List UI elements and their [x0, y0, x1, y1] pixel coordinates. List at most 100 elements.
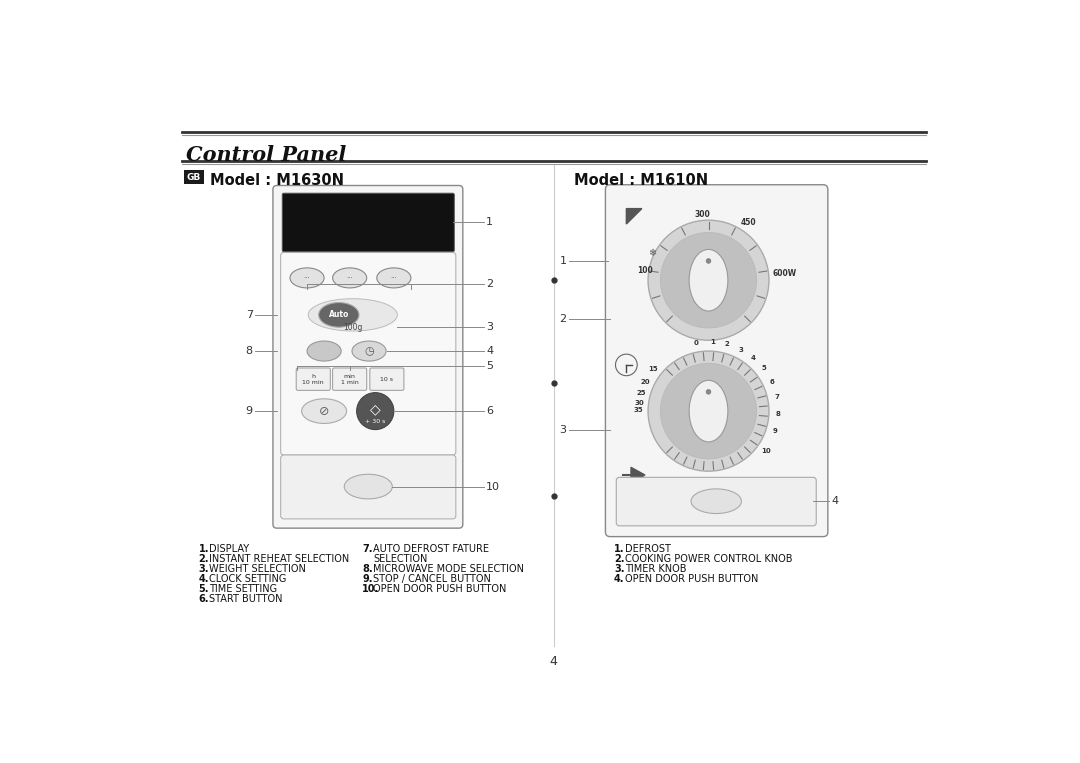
FancyBboxPatch shape [184, 170, 204, 184]
Text: 8.: 8. [362, 565, 373, 575]
Text: 1: 1 [559, 256, 567, 266]
Ellipse shape [689, 250, 728, 311]
Text: 5: 5 [761, 365, 766, 372]
Ellipse shape [333, 268, 367, 288]
FancyBboxPatch shape [282, 193, 455, 252]
Ellipse shape [291, 268, 324, 288]
Text: 1: 1 [710, 339, 715, 345]
FancyBboxPatch shape [273, 185, 463, 528]
Text: 10: 10 [486, 481, 500, 491]
Text: 30: 30 [634, 400, 644, 406]
Text: 3.: 3. [199, 565, 210, 575]
FancyBboxPatch shape [369, 368, 404, 391]
Text: 8: 8 [245, 346, 253, 356]
Ellipse shape [689, 380, 728, 442]
Ellipse shape [319, 303, 359, 327]
Text: 2.: 2. [613, 555, 624, 565]
Text: 4: 4 [831, 496, 838, 506]
Text: 35: 35 [634, 407, 644, 413]
Circle shape [661, 233, 757, 328]
Text: 7.: 7. [362, 544, 373, 555]
Ellipse shape [345, 475, 392, 499]
Text: MICROWAVE MODE SELECTION: MICROWAVE MODE SELECTION [373, 565, 524, 575]
Text: Control Panel: Control Panel [186, 146, 347, 166]
Text: 2.: 2. [199, 555, 210, 565]
Text: GB: GB [187, 172, 201, 182]
Circle shape [356, 393, 394, 430]
Text: 3: 3 [739, 347, 744, 353]
FancyBboxPatch shape [617, 478, 816, 526]
Text: 1.: 1. [199, 544, 210, 555]
Text: 4: 4 [486, 346, 494, 356]
Text: 7: 7 [245, 310, 253, 320]
Text: TIME SETTING: TIME SETTING [210, 584, 278, 594]
Text: 3: 3 [559, 425, 567, 436]
Text: 6.: 6. [199, 594, 210, 604]
Circle shape [648, 221, 769, 340]
Text: 5: 5 [486, 362, 494, 372]
Text: 9.: 9. [362, 575, 373, 584]
Ellipse shape [307, 341, 341, 361]
Circle shape [706, 259, 711, 263]
Text: DEFROST: DEFROST [625, 544, 671, 555]
Text: STOP / CANCEL BUTTON: STOP / CANCEL BUTTON [373, 575, 490, 584]
Text: 100g: 100g [343, 323, 363, 332]
FancyBboxPatch shape [333, 368, 367, 391]
Text: AUTO DEFROST FATURE: AUTO DEFROST FATURE [373, 544, 489, 555]
Polygon shape [626, 208, 642, 224]
Text: Model : M1630N: Model : M1630N [211, 173, 345, 188]
Text: 3.: 3. [613, 565, 624, 575]
Text: 9: 9 [245, 406, 253, 416]
Text: 25: 25 [636, 390, 646, 396]
Text: 7: 7 [774, 394, 779, 400]
Text: INSTANT REHEAT SELECTION: INSTANT REHEAT SELECTION [210, 555, 350, 565]
Text: 1.: 1. [613, 544, 624, 555]
Text: 8: 8 [775, 410, 781, 417]
Circle shape [706, 390, 711, 394]
Text: min
1 min: min 1 min [341, 374, 359, 385]
Ellipse shape [377, 268, 410, 288]
Text: 3: 3 [486, 322, 494, 332]
Text: Auto: Auto [328, 310, 349, 319]
Text: ···: ··· [347, 275, 353, 281]
Text: 5.: 5. [199, 584, 210, 594]
Text: Model : M1610N: Model : M1610N [575, 173, 708, 188]
Ellipse shape [352, 341, 387, 361]
Ellipse shape [691, 489, 742, 513]
Text: CLOCK SETTING: CLOCK SETTING [210, 575, 287, 584]
Text: 4.: 4. [199, 575, 210, 584]
Text: ⊘: ⊘ [319, 404, 329, 417]
Polygon shape [631, 467, 645, 483]
Circle shape [661, 363, 757, 459]
Text: 4: 4 [550, 655, 557, 668]
Text: 9: 9 [773, 428, 778, 434]
Text: ···: ··· [391, 275, 397, 281]
Text: 2: 2 [725, 341, 729, 347]
Text: 4.: 4. [613, 575, 624, 584]
Text: 10 s: 10 s [380, 377, 393, 382]
Text: COOKING POWER CONTROL KNOB: COOKING POWER CONTROL KNOB [625, 555, 793, 565]
Text: 2: 2 [559, 314, 567, 324]
Text: 10: 10 [760, 448, 770, 454]
Text: 100: 100 [637, 266, 652, 275]
Text: 20: 20 [640, 378, 650, 385]
Text: ❄: ❄ [649, 248, 657, 258]
Text: + 30 s: + 30 s [365, 419, 386, 423]
Text: 15: 15 [648, 366, 658, 372]
Text: h
10 min: h 10 min [302, 374, 324, 385]
FancyBboxPatch shape [296, 368, 330, 391]
Text: ◇: ◇ [370, 403, 380, 417]
Ellipse shape [308, 298, 397, 331]
Circle shape [648, 351, 769, 472]
Text: TIMER KNOB: TIMER KNOB [625, 565, 686, 575]
FancyBboxPatch shape [606, 185, 828, 536]
Text: 450: 450 [741, 217, 757, 227]
Text: ···: ··· [303, 275, 310, 281]
Text: WEIGHT SELECTION: WEIGHT SELECTION [210, 565, 307, 575]
FancyBboxPatch shape [281, 455, 456, 519]
Text: 1: 1 [486, 217, 494, 227]
Text: 6: 6 [769, 378, 774, 385]
Text: 2: 2 [486, 279, 494, 289]
Circle shape [616, 354, 637, 375]
Text: 0: 0 [694, 340, 699, 346]
